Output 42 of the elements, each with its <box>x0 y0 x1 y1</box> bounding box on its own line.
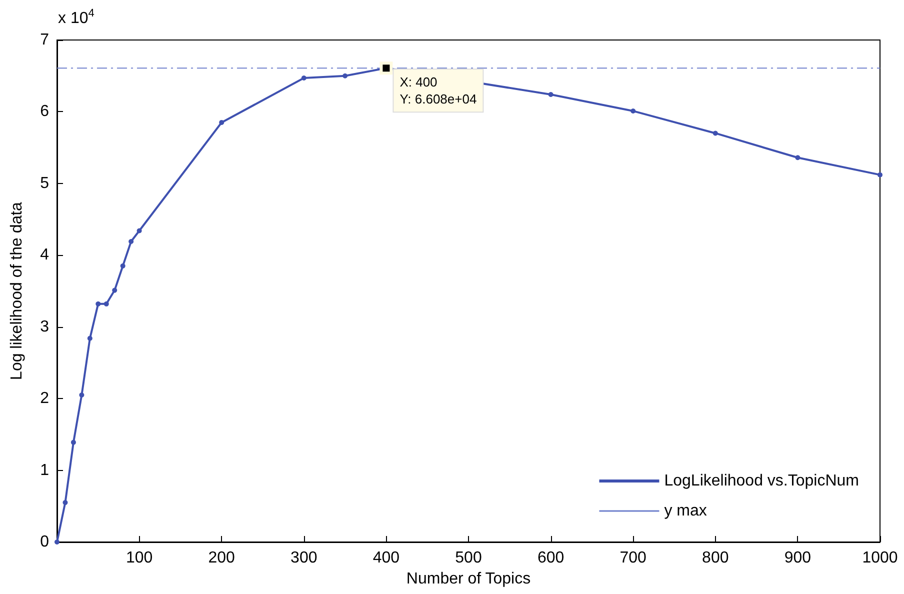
point <box>79 392 84 398</box>
point <box>219 120 224 125</box>
x-axis-title: Number of Topics <box>406 570 531 588</box>
point <box>548 92 554 97</box>
y-tick-label: 4 <box>40 246 50 264</box>
x-tick-label: 700 <box>620 550 647 566</box>
point <box>70 440 76 445</box>
point <box>795 155 800 160</box>
x-tick-label: 300 <box>290 550 318 566</box>
y-tick-label: 1 <box>40 462 50 479</box>
point <box>342 73 348 78</box>
y-tick-label: 2 <box>40 390 50 408</box>
x-tick-label: 200 <box>208 550 236 566</box>
y-tick-label: 5 <box>40 174 50 192</box>
x-tick-label: 400 <box>372 550 400 566</box>
point <box>128 239 134 244</box>
point <box>878 172 882 178</box>
point <box>104 301 109 306</box>
point <box>712 130 718 136</box>
point <box>630 108 636 114</box>
x-tick-label: 900 <box>784 550 812 566</box>
y-tick-label: 0 <box>40 534 50 550</box>
y-axis-title: Log likelihood of the data <box>8 202 26 380</box>
x-tick-label: 800 <box>702 550 729 566</box>
legend-label: LogLikelihood vs.TopicNum <box>664 472 860 490</box>
y-tick-label: 6 <box>40 103 50 120</box>
y-tick-label: 7 <box>40 32 50 48</box>
x-tick-label: 100 <box>126 550 153 566</box>
point <box>120 263 126 268</box>
point <box>112 288 118 293</box>
point <box>96 301 101 306</box>
point <box>62 500 68 506</box>
x-tick-label: 600 <box>537 550 564 566</box>
x-tick-label: 500 <box>455 550 482 566</box>
x-tick-label: 1000 <box>862 550 898 566</box>
point <box>301 76 306 81</box>
annotation: X: 400 Y: 6.608e+04 <box>400 74 477 107</box>
point <box>54 540 60 544</box>
legend-label: y max <box>664 502 707 520</box>
point <box>136 228 142 234</box>
point <box>87 336 92 341</box>
y-tick-label: 3 <box>40 318 50 336</box>
